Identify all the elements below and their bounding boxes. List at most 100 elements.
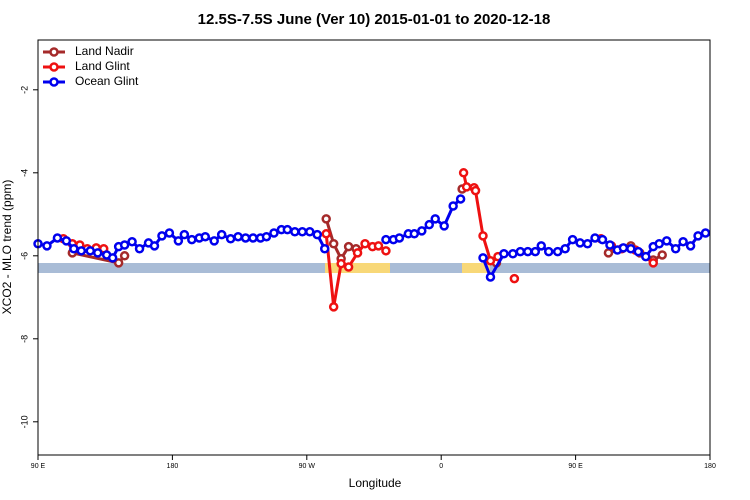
legend-label: Land Glint: [75, 59, 130, 73]
data-point: [92, 248, 103, 258]
data-point: [297, 226, 308, 237]
data-point: [233, 231, 243, 242]
data-point: [69, 243, 79, 254]
data-point: [328, 239, 339, 249]
data-point: [157, 231, 167, 241]
x-tick-label: 0: [439, 463, 443, 470]
data-point: [282, 224, 293, 235]
data-point: [61, 236, 72, 246]
data-point: [693, 231, 703, 241]
data-point: [173, 236, 184, 246]
data-point: [225, 234, 236, 244]
land-strip: [462, 263, 490, 273]
data-point: [515, 246, 526, 257]
data-point: [179, 229, 190, 240]
legend-marker: [49, 47, 59, 57]
data-point: [149, 241, 160, 251]
surface-strip: [38, 263, 710, 273]
data-point: [648, 258, 659, 268]
data-point: [641, 251, 651, 262]
data-point: [328, 302, 339, 312]
data-point: [424, 219, 435, 230]
x-tick-label: 180: [167, 463, 179, 470]
legend-marker: [49, 62, 59, 72]
data-point: [700, 228, 711, 238]
data-point: [470, 185, 481, 196]
data-point: [485, 256, 496, 266]
plot-area: [33, 168, 711, 312]
data-point: [575, 238, 585, 248]
data-point: [134, 243, 145, 254]
data-point: [187, 234, 197, 245]
data-point: [567, 234, 578, 245]
x-tick-label: 90 W: [299, 463, 316, 470]
plot-frame: [37, 39, 711, 456]
data-point: [478, 253, 488, 263]
data-point: [499, 248, 509, 259]
data-point: [678, 236, 688, 247]
data-point: [458, 168, 469, 178]
y-tick-label: -10: [19, 415, 29, 428]
data-point: [336, 258, 346, 269]
x-axis-title: Longitude: [349, 476, 402, 490]
data-point: [582, 239, 593, 249]
data-point: [633, 246, 644, 257]
data-point: [42, 241, 52, 251]
data-point: [107, 253, 118, 263]
data-point: [605, 240, 615, 250]
y-tick-label: -4: [19, 169, 29, 177]
data-point: [52, 233, 63, 243]
data-point: [478, 231, 488, 241]
data-point: [321, 214, 331, 224]
x-tick-label: 180: [704, 463, 716, 470]
y-axis-title: XCO2 - MLO trend (ppm): [0, 180, 14, 315]
data-point: [240, 233, 251, 243]
data-point: [439, 221, 449, 231]
data-point: [119, 251, 130, 261]
data-point: [508, 248, 518, 259]
data-point: [85, 246, 96, 256]
data-point: [618, 243, 629, 253]
y-tick-label: -2: [19, 86, 29, 94]
data-point: [305, 226, 315, 237]
data-point: [360, 239, 370, 249]
data-point: [530, 246, 541, 257]
data-point: [523, 246, 533, 257]
data-point: [381, 234, 391, 245]
data-point: [448, 201, 458, 211]
data-point: [461, 182, 472, 192]
data-point: [590, 233, 600, 243]
legend-label: Land Nadir: [75, 44, 134, 58]
data-point: [543, 246, 554, 257]
data-point: [509, 273, 520, 284]
data-point: [321, 229, 331, 239]
data-point: [343, 262, 354, 272]
data-point: [290, 226, 300, 237]
data-point: [312, 229, 323, 240]
data-point: [626, 243, 636, 254]
data-point: [560, 243, 570, 254]
data-point: [536, 241, 547, 251]
data-point: [409, 229, 420, 239]
data-point: [343, 241, 354, 252]
data-point: [654, 239, 664, 249]
x-tick-label: 90 E: [568, 463, 583, 470]
data-point: [248, 233, 258, 243]
data-point: [552, 246, 563, 257]
data-point: [119, 240, 130, 250]
data-point: [76, 246, 87, 256]
data-point: [269, 228, 279, 238]
land-strip: [325, 263, 390, 273]
data-point: [485, 272, 496, 282]
x-tick-label: 90 E: [31, 463, 46, 470]
data-point: [319, 243, 330, 254]
data-point: [661, 236, 672, 246]
data-point: [209, 236, 219, 246]
y-tick-label: -8: [19, 335, 29, 343]
y-tick-label: -6: [19, 252, 29, 260]
data-point: [670, 243, 681, 254]
data-point: [261, 231, 272, 242]
data-point: [352, 248, 363, 258]
